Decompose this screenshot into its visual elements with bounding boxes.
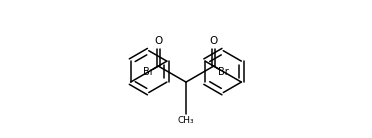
Text: CH₃: CH₃	[178, 116, 194, 125]
Text: Br: Br	[218, 67, 229, 77]
Text: O: O	[154, 36, 163, 46]
Text: Br: Br	[143, 67, 154, 77]
Text: O: O	[209, 36, 218, 46]
